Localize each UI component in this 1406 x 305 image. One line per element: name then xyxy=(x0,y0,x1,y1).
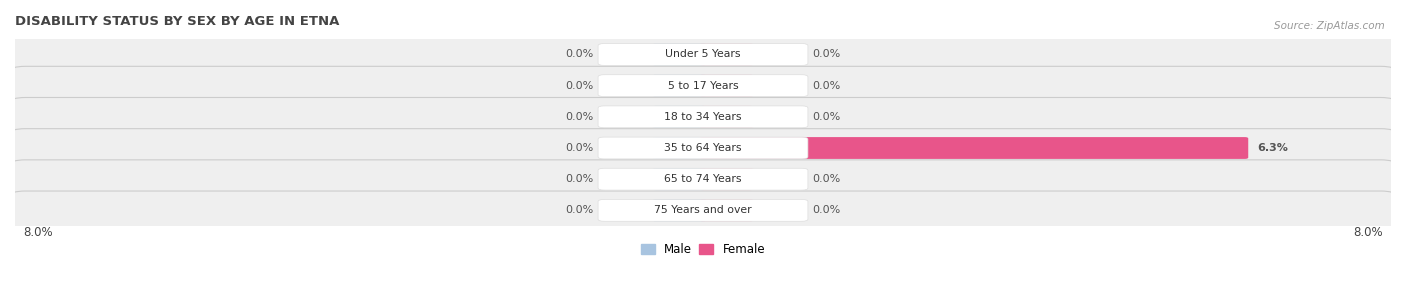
FancyBboxPatch shape xyxy=(598,44,808,65)
FancyBboxPatch shape xyxy=(652,106,706,128)
FancyBboxPatch shape xyxy=(700,168,754,190)
Text: DISABILITY STATUS BY SEX BY AGE IN ETNA: DISABILITY STATUS BY SEX BY AGE IN ETNA xyxy=(15,15,339,28)
Text: 0.0%: 0.0% xyxy=(813,205,841,215)
FancyBboxPatch shape xyxy=(652,137,706,159)
FancyBboxPatch shape xyxy=(598,199,808,221)
Text: 6.3%: 6.3% xyxy=(1258,143,1288,153)
Text: 5 to 17 Years: 5 to 17 Years xyxy=(668,81,738,91)
Text: 0.0%: 0.0% xyxy=(813,49,841,59)
FancyBboxPatch shape xyxy=(10,191,1396,230)
Text: Under 5 Years: Under 5 Years xyxy=(665,49,741,59)
FancyBboxPatch shape xyxy=(700,199,754,221)
Text: 0.0%: 0.0% xyxy=(813,112,841,122)
Text: 0.0%: 0.0% xyxy=(565,49,593,59)
Text: 0.0%: 0.0% xyxy=(813,174,841,184)
FancyBboxPatch shape xyxy=(700,106,754,128)
Legend: Male, Female: Male, Female xyxy=(636,239,770,261)
FancyBboxPatch shape xyxy=(652,199,706,221)
Text: 0.0%: 0.0% xyxy=(565,81,593,91)
FancyBboxPatch shape xyxy=(10,98,1396,136)
FancyBboxPatch shape xyxy=(652,44,706,65)
FancyBboxPatch shape xyxy=(10,35,1396,74)
Text: 0.0%: 0.0% xyxy=(565,174,593,184)
Text: 0.0%: 0.0% xyxy=(565,112,593,122)
FancyBboxPatch shape xyxy=(10,129,1396,167)
Text: 0.0%: 0.0% xyxy=(565,205,593,215)
Text: 65 to 74 Years: 65 to 74 Years xyxy=(664,174,742,184)
Text: Source: ZipAtlas.com: Source: ZipAtlas.com xyxy=(1274,21,1385,31)
FancyBboxPatch shape xyxy=(700,44,754,65)
Text: 0.0%: 0.0% xyxy=(565,143,593,153)
FancyBboxPatch shape xyxy=(652,75,706,97)
Text: 8.0%: 8.0% xyxy=(24,226,53,239)
FancyBboxPatch shape xyxy=(598,137,808,159)
Text: 75 Years and over: 75 Years and over xyxy=(654,205,752,215)
FancyBboxPatch shape xyxy=(598,106,808,128)
Text: 8.0%: 8.0% xyxy=(1353,226,1382,239)
FancyBboxPatch shape xyxy=(598,75,808,97)
FancyBboxPatch shape xyxy=(652,168,706,190)
FancyBboxPatch shape xyxy=(598,168,808,190)
Text: 18 to 34 Years: 18 to 34 Years xyxy=(664,112,742,122)
Text: 35 to 64 Years: 35 to 64 Years xyxy=(664,143,742,153)
Text: 0.0%: 0.0% xyxy=(813,81,841,91)
FancyBboxPatch shape xyxy=(10,66,1396,105)
FancyBboxPatch shape xyxy=(700,75,754,97)
FancyBboxPatch shape xyxy=(700,137,1249,159)
FancyBboxPatch shape xyxy=(10,160,1396,199)
